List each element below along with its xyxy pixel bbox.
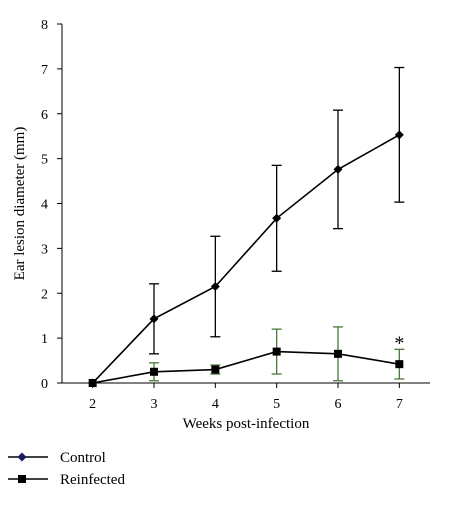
data-point-reinfected — [88, 379, 97, 387]
series-lines — [92, 134, 400, 384]
y-tick-label: 8 — [41, 18, 48, 33]
annotations: * — [394, 332, 404, 354]
data-point-control — [333, 164, 343, 174]
legend-label-reinfected: Reinfected — [60, 472, 125, 488]
legend-marker-diamond — [17, 452, 27, 462]
data-point-reinfected — [395, 360, 404, 369]
y-tick-label: 6 — [41, 108, 48, 123]
legend-label-control: Control — [60, 450, 106, 466]
y-tick-label: 5 — [41, 153, 48, 168]
legend: Control Reinfected — [8, 450, 125, 488]
error-bars — [149, 66, 405, 382]
data-point-reinfected — [211, 365, 220, 374]
series-line-reinfected — [92, 350, 400, 384]
x-tick-label: 3 — [151, 397, 158, 412]
data-point-reinfected — [272, 347, 281, 356]
x-tick-label: 5 — [273, 397, 280, 412]
axes: 0 1 2 3 4 5 6 7 8 2 3 4 5 6 7 Weeks post-infection Ear l… — [12, 18, 430, 432]
series-markers — [88, 130, 404, 388]
y-tick-label: 3 — [41, 242, 48, 257]
y-tick-label: 1 — [41, 332, 48, 347]
significance-asterisk: * — [394, 332, 404, 354]
y-tick-label: 7 — [41, 63, 48, 78]
series-line-control — [92, 134, 400, 384]
x-tick-label: 4 — [212, 397, 219, 412]
x-tick-label: 2 — [89, 397, 96, 412]
x-tick-label: 6 — [335, 397, 342, 412]
x-tick-label: 7 — [396, 397, 403, 412]
data-point-control — [149, 314, 159, 324]
y-tick-label: 4 — [41, 198, 48, 213]
y-tick-label: 2 — [41, 287, 48, 302]
data-point-control — [210, 282, 220, 292]
data-point-control — [394, 130, 404, 140]
legend-marker-square — [18, 475, 26, 483]
data-point-control — [272, 213, 282, 223]
data-point-reinfected — [334, 349, 342, 358]
y-tick-label: 0 — [41, 377, 48, 392]
data-point-reinfected — [150, 367, 158, 376]
y-axis-label: Ear lesion diameter (mm) — [12, 127, 28, 281]
x-axis-label: Weeks post-infection — [183, 416, 310, 432]
